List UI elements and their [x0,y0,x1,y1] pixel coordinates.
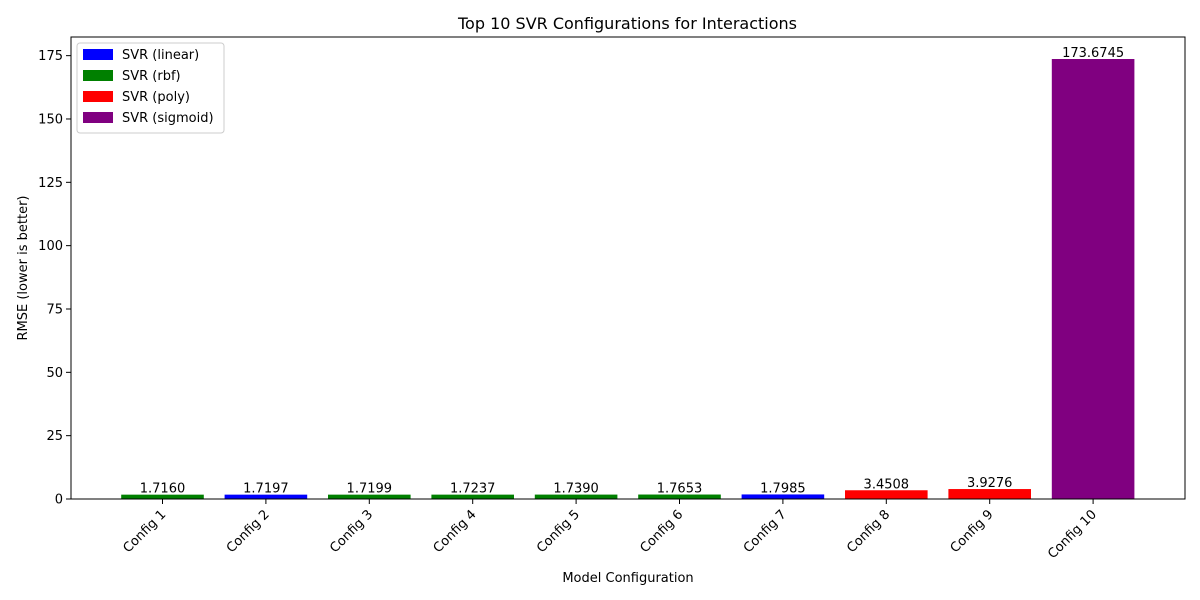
y-tick-label-1: 25 [46,429,63,444]
x-axis-label: Model Configuration [562,571,693,586]
data-label-9: 3.9276 [967,476,1013,491]
y-tick-label-4: 100 [38,239,63,254]
legend-swatch-poly [83,91,113,102]
x-tick-label-6: Config 6 [637,507,686,556]
x-tick-label-4: Config 4 [431,507,480,556]
bar-6 [638,494,721,499]
legend-label-poly: SVR (poly) [122,90,190,105]
bar-1 [121,494,204,499]
bar-10 [1051,59,1135,499]
x-tick-label-8: Config 8 [844,507,893,556]
x-axis-ticks: Config 1 Config 2 Config 3 Config 4 Config 5… [120,499,1100,562]
y-tick-label-3: 75 [46,302,63,317]
bar-4 [431,494,514,499]
legend-box [76,42,225,134]
x-tick-label-9: Config 9 [948,507,997,556]
bar-2 [224,494,308,499]
bar-3 [328,494,411,499]
value-labels-layer: 1.7160 1.7197 1.7199 1.7237 1.7390 1.7653 1.79… [140,46,1124,497]
bar-5 [534,494,618,499]
chart-title: Top 10 SVR Configurations for Interactio… [457,14,797,33]
y-tick-label-6: 150 [38,112,63,127]
plot-area-frame [70,36,1186,500]
legend-label-rbf: SVR (rbf) [122,69,181,84]
data-label-1: 1.7160 [140,482,186,497]
legend-swatch-linear [83,49,113,60]
data-label-8: 3.4508 [864,477,910,492]
x-tick-label-1: Config 1 [120,507,169,556]
legend: SVR (linear) SVR (rbf) SVR (poly) SVR (sigm… [76,42,225,134]
x-tick-label-2: Config 2 [224,507,273,556]
y-tick-label-2: 50 [46,366,63,381]
bar-9 [948,489,1031,499]
x-tick-label-5: Config 5 [534,507,583,556]
data-label-4: 1.7237 [450,482,496,497]
y-tick-label-5: 125 [38,176,63,191]
y-tick-label-7: 175 [38,49,63,64]
legend-swatch-rbf [83,70,113,81]
x-tick-label-10: Config 10 [1045,507,1100,562]
legend-label-sigmoid: SVR (sigmoid) [122,111,214,126]
data-label-7: 1.7985 [760,481,806,496]
y-axis-label: RMSE (lower is better) [16,196,31,341]
data-label-10: 173.6745 [1062,46,1124,61]
bar-8 [845,490,928,499]
data-label-5: 1.7390 [553,482,599,497]
data-label-2: 1.7197 [243,482,289,497]
axes-layer [70,36,1186,500]
bars-layer [121,59,1135,499]
legend-swatch-sigmoid [83,112,113,123]
data-label-6: 1.7653 [657,482,703,497]
legend-label-linear: SVR (linear) [122,48,199,63]
bar-7 [741,494,825,499]
y-tick-label-0: 0 [55,493,63,508]
y-axis-ticks: 0 25 50 75 100 125 150 175 [38,49,71,508]
data-label-3: 1.7199 [347,482,393,497]
x-tick-label-7: Config 7 [741,507,790,556]
x-tick-label-3: Config 3 [327,507,376,556]
